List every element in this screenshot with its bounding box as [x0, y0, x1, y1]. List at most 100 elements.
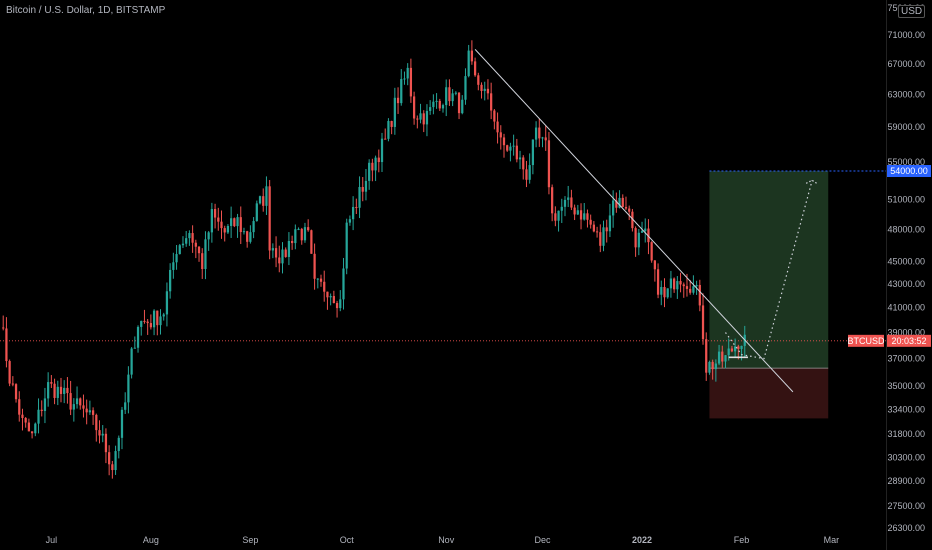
candle-body — [290, 240, 294, 244]
candle-body — [499, 132, 502, 138]
candle — [37, 398, 40, 434]
candle-body — [37, 409, 40, 424]
candle-body — [644, 228, 647, 232]
candle — [88, 400, 92, 415]
candle-body — [515, 145, 518, 160]
long-position-stop-zone — [709, 368, 829, 419]
candle-body — [387, 121, 390, 139]
candle — [355, 198, 358, 214]
candle-body — [271, 248, 274, 251]
candle — [592, 221, 596, 233]
candle — [409, 58, 413, 103]
candle — [554, 206, 557, 227]
candle-body — [374, 157, 377, 171]
candle-body — [114, 451, 117, 471]
candle — [220, 210, 223, 239]
candle — [483, 81, 486, 101]
candle-body — [403, 78, 406, 80]
target-price-label: 54000.00 — [890, 166, 928, 176]
candle-body — [457, 92, 461, 114]
candle-body — [461, 99, 464, 114]
candle-body — [258, 196, 262, 204]
candle — [496, 112, 499, 144]
candle-body — [124, 402, 127, 410]
candle-body — [213, 209, 217, 218]
candle-body — [705, 339, 708, 373]
candle-body — [316, 278, 319, 280]
candle — [178, 243, 181, 255]
candle-body — [400, 79, 403, 104]
candle-body — [698, 284, 701, 306]
candle — [608, 203, 612, 238]
candle-body — [50, 382, 53, 384]
candle — [438, 98, 441, 112]
candle-body — [358, 187, 361, 208]
x-tick-label: Feb — [734, 535, 750, 545]
candle-body — [689, 288, 692, 293]
candle-body — [573, 207, 576, 215]
candle — [108, 445, 111, 476]
y-tick-label: 41000.00 — [887, 303, 925, 313]
y-tick-label: 43000.00 — [887, 279, 925, 289]
candle — [290, 235, 294, 250]
candle-body — [146, 321, 149, 324]
candle — [701, 293, 705, 345]
candle — [717, 344, 721, 366]
candle — [5, 317, 8, 368]
candle — [91, 407, 95, 425]
y-tick-label: 31800.00 — [887, 429, 925, 439]
candle — [323, 270, 326, 302]
candle-body — [265, 186, 268, 206]
candle — [342, 257, 345, 310]
candle — [473, 57, 477, 77]
candle — [303, 222, 307, 243]
candle — [233, 217, 236, 228]
candle — [377, 149, 380, 173]
candle — [721, 345, 724, 368]
candle-body — [538, 127, 541, 139]
candle-body — [5, 328, 8, 362]
currency-button[interactable]: USD — [898, 5, 926, 18]
candle — [579, 203, 583, 230]
countdown-label: 20:03:52 — [891, 336, 926, 346]
candle — [730, 345, 734, 353]
candle — [59, 377, 63, 403]
candle — [101, 425, 104, 443]
candle-body — [612, 200, 615, 216]
candle-body — [348, 219, 352, 223]
candle — [451, 89, 454, 107]
candle-body — [647, 228, 650, 243]
x-tick-label: 2022 — [632, 535, 652, 545]
candle — [268, 180, 271, 260]
candle-body — [162, 314, 165, 317]
candle-body — [2, 327, 5, 329]
candle-body — [621, 197, 624, 207]
candle-body — [733, 346, 737, 352]
candle — [605, 219, 608, 243]
candle-body — [422, 113, 425, 125]
candle — [390, 120, 393, 135]
candle-body — [249, 232, 252, 242]
candle-body — [576, 210, 579, 215]
projection-path — [725, 180, 813, 360]
candle — [631, 208, 634, 232]
candle-body — [660, 287, 663, 295]
candle-body — [143, 320, 146, 322]
candle — [512, 134, 515, 156]
candle — [271, 243, 274, 259]
x-tick-label: Nov — [438, 535, 455, 545]
candle-body — [547, 140, 551, 188]
candle-body — [425, 110, 429, 125]
candle — [602, 220, 605, 252]
candle — [669, 270, 673, 298]
candle-body — [255, 203, 258, 222]
candle-body — [226, 225, 230, 233]
candle-body — [663, 287, 666, 298]
candle — [287, 232, 291, 266]
candle — [246, 230, 249, 248]
x-tick-label: Oct — [340, 535, 355, 545]
candle-body — [740, 345, 743, 349]
candle-body — [470, 50, 474, 62]
candle — [583, 202, 586, 221]
